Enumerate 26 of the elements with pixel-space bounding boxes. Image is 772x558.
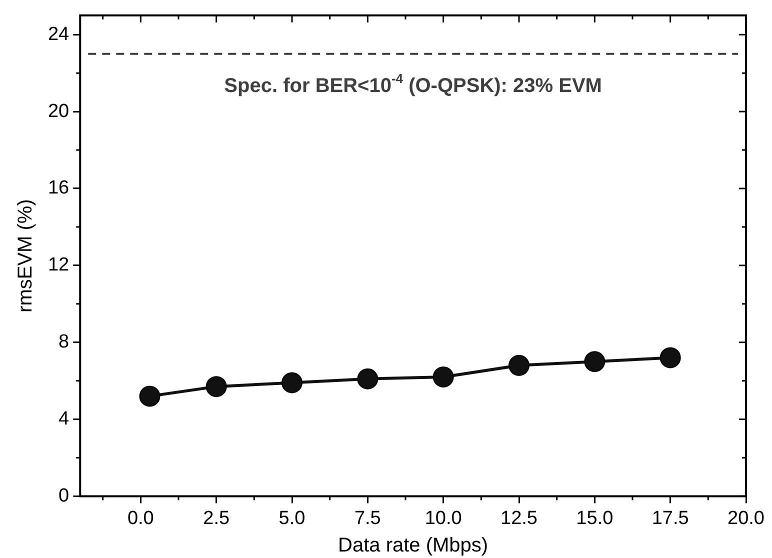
y-tick-label: 4 [58, 408, 70, 430]
point [282, 372, 302, 394]
y-axis-title: rmsEVM (%) [14, 199, 37, 312]
x-tick-label: 5.0 [278, 508, 306, 529]
y-tick-label: 0 [58, 485, 70, 506]
point [206, 376, 227, 398]
point [584, 351, 606, 372]
x-tick-label: 12.5 [500, 508, 538, 529]
y-tick-label: 12 [48, 254, 70, 276]
point [139, 386, 160, 407]
x-tick-label: 17.5 [652, 508, 689, 529]
x-tick-label: 20.0 [728, 508, 764, 529]
y-tick-label: 8 [58, 332, 70, 353]
point [357, 368, 378, 390]
y-tick-label: 24 [48, 24, 70, 45]
point [432, 366, 454, 388]
x-axis-title: Data rate (Mbps) [338, 534, 488, 557]
x-tick-label: 0.0 [127, 508, 154, 529]
x-tick-label: 2.5 [203, 508, 230, 529]
x-tick-label: 7.5 [354, 508, 381, 529]
x-tick-label: 15.0 [576, 508, 614, 529]
point [508, 354, 530, 376]
y-tick-label: 20 [48, 100, 70, 122]
point [660, 347, 681, 368]
x-tick-label: 10.0 [424, 508, 462, 529]
y-tick-label: 16 [48, 178, 70, 199]
